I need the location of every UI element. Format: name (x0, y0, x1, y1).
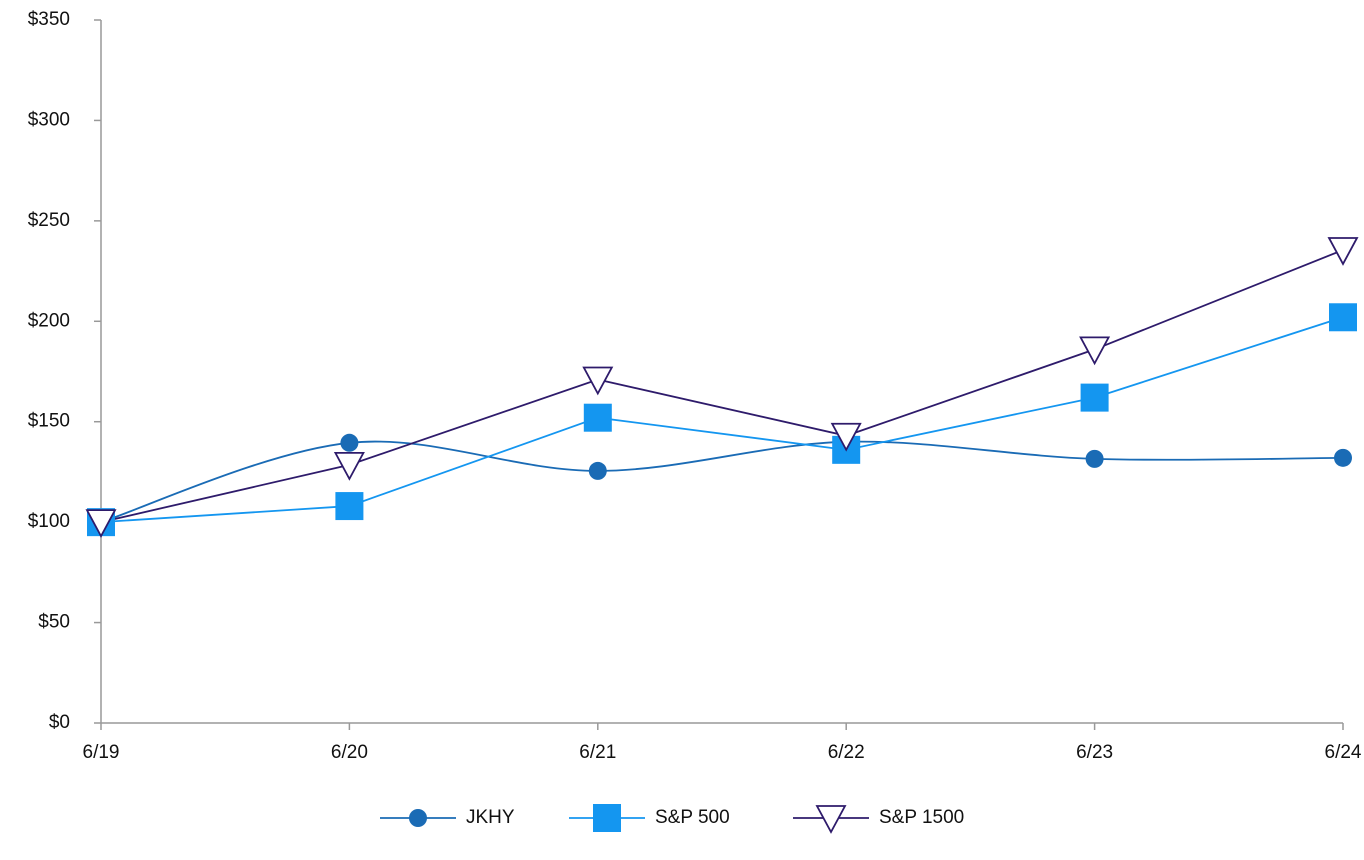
y-tick-label: $150 (28, 411, 70, 432)
data-point (582, 366, 614, 396)
data-point (1079, 336, 1111, 366)
y-tick-label: $50 (38, 612, 70, 633)
data-point (340, 433, 359, 452)
y-tick-label: $350 (28, 9, 70, 30)
data-point (830, 422, 862, 452)
y-tick-label: $250 (28, 210, 70, 231)
y-tick-label: $0 (49, 712, 70, 733)
legend-marker (815, 805, 847, 834)
legend-label: S&P 1500 (879, 807, 964, 828)
y-tick-label: $300 (28, 109, 70, 130)
legend-label: S&P 500 (655, 807, 730, 828)
legend-label: JKHY (466, 807, 515, 828)
data-point (85, 509, 117, 539)
y-tick-label: $100 (28, 511, 70, 532)
data-point (333, 451, 365, 481)
legend-marker (593, 804, 621, 832)
x-tick-label: 6/23 (1076, 742, 1113, 763)
data-point (1329, 303, 1357, 332)
data-point (588, 461, 607, 480)
x-tick-label: 6/22 (828, 742, 865, 763)
series-line (100, 440, 1344, 524)
series-line (100, 316, 1344, 524)
x-tick-label: 6/20 (331, 742, 368, 763)
legend-marker (409, 809, 427, 827)
data-point (1080, 383, 1109, 412)
y-tick-label: $200 (28, 310, 70, 331)
series-line (100, 249, 1344, 524)
x-tick-label: 6/19 (83, 742, 120, 763)
data-point (1334, 448, 1352, 467)
x-tick-label: 6/21 (579, 742, 616, 763)
data-point (1327, 237, 1359, 266)
data-point (583, 403, 612, 432)
data-point (335, 492, 364, 521)
data-point (1085, 449, 1104, 468)
x-tick-label: 6/24 (1325, 742, 1362, 763)
